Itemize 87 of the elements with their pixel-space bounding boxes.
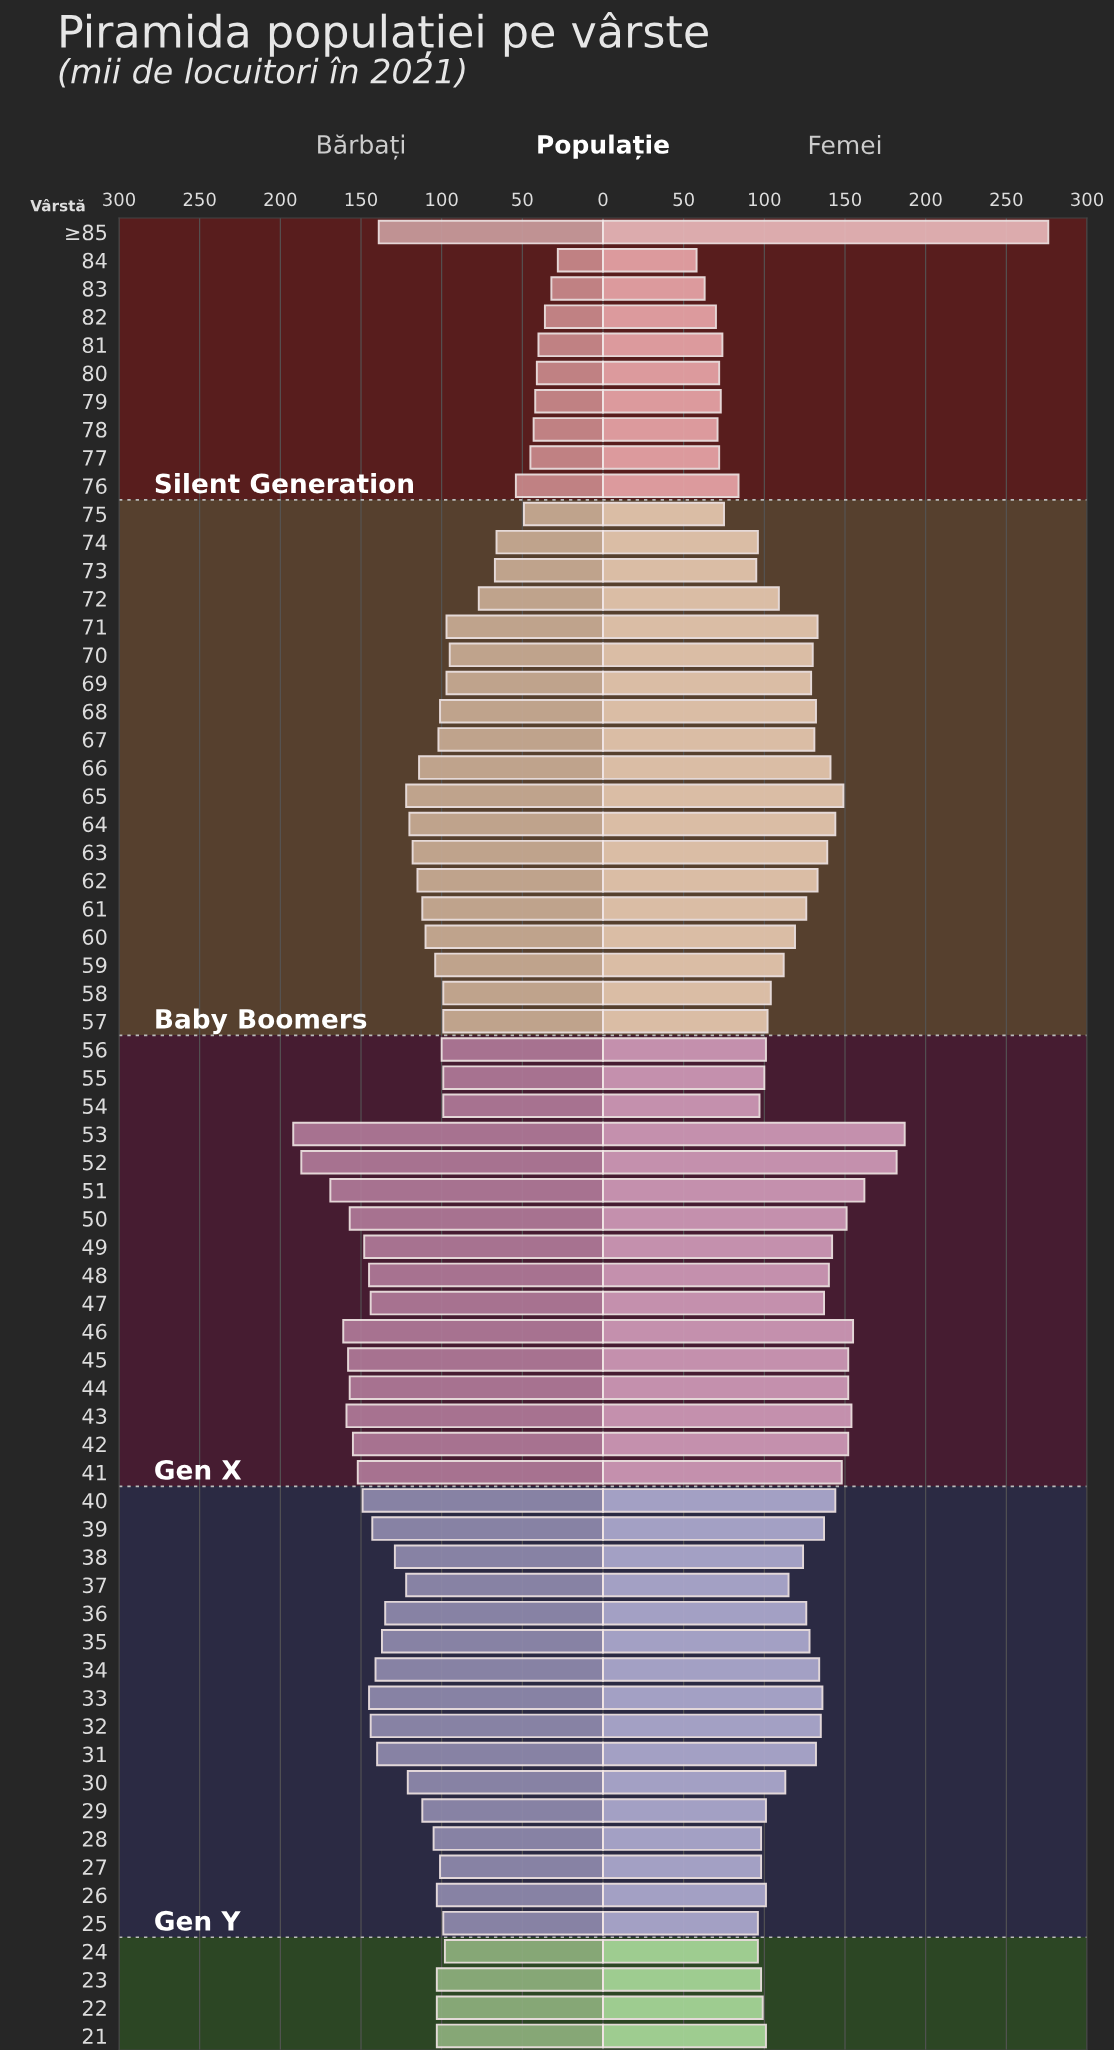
y-tick-label: 47 xyxy=(82,1295,107,1312)
y-tick-label: 35 xyxy=(82,1633,107,1650)
y-tick-label: 77 xyxy=(83,450,107,466)
y-tick-label: 75 xyxy=(83,506,107,523)
x-tick-label: 200 xyxy=(264,192,297,207)
band-label: Silent Generation xyxy=(155,472,414,494)
x-tick-label: 200 xyxy=(909,192,942,207)
y-tick-label: 45 xyxy=(82,1352,107,1368)
y-tick-label: ≥85 xyxy=(66,224,107,241)
y-tick-label: 29 xyxy=(82,1802,107,1819)
y-tick-label: 36 xyxy=(82,1605,107,1622)
y-tick-label: 22 xyxy=(82,2000,106,2016)
y-tick-label: 50 xyxy=(82,1211,107,1227)
y-tick-label: 82 xyxy=(82,309,106,325)
y-tick-label: 26 xyxy=(82,1887,107,1904)
y-tick-label: 28 xyxy=(82,1831,107,1847)
x-tick-label: 300 xyxy=(103,192,136,207)
y-tick-label: 37 xyxy=(82,1577,107,1594)
y-tick-label: 61 xyxy=(82,900,106,917)
y-tick-label: 68 xyxy=(82,703,107,720)
y-tick-label: 84 xyxy=(82,252,107,269)
y-tick-label: 32 xyxy=(82,1718,106,1735)
y-tick-label: 62 xyxy=(82,872,106,889)
y-tick-label: 80 xyxy=(82,365,107,382)
y-tick-label: 44 xyxy=(82,1380,107,1396)
y-tick-label: 41 xyxy=(82,1464,106,1481)
x-tick-label: 150 xyxy=(345,192,378,207)
x-tick-label: 50 xyxy=(512,192,533,207)
y-tick-label: 74 xyxy=(83,534,107,551)
y-tick-label: 69 xyxy=(82,675,107,692)
y-tick-label: 49 xyxy=(82,1239,107,1255)
y-tick-label: 78 xyxy=(83,421,107,438)
x-tick-label: 150 xyxy=(829,192,862,207)
y-tick-label: 60 xyxy=(82,929,107,945)
x-tick-label: 250 xyxy=(183,192,216,207)
y-tick-label: 65 xyxy=(82,788,107,804)
x-tick-label: 0 xyxy=(598,192,608,207)
y-tick-label: 81 xyxy=(82,337,106,354)
text: Femei xyxy=(809,134,881,155)
y-tick-label: 24 xyxy=(82,1943,107,1960)
y-tick-label: 52 xyxy=(82,1154,106,1171)
y-tick-label: 31 xyxy=(82,1746,106,1763)
y-axis-title: Vârstă xyxy=(30,199,85,212)
x-tick-label: 100 xyxy=(749,192,781,207)
y-tick-label: 21 xyxy=(82,2028,106,2044)
y-tick-label: 38 xyxy=(82,1549,107,1565)
y-tick-label: 57 xyxy=(82,1013,107,1030)
y-tick-label: 34 xyxy=(82,1661,107,1678)
y-tick-label: 54 xyxy=(82,1098,107,1115)
y-tick-label: 83 xyxy=(82,280,107,297)
x-tick-label: 50 xyxy=(673,192,694,207)
y-tick-label: 25 xyxy=(82,1915,107,1932)
y-tick-label: 66 xyxy=(82,760,107,776)
x-tick-label: 250 xyxy=(990,192,1023,207)
band-label: Baby Boomers xyxy=(156,1008,367,1035)
y-tick-label: 59 xyxy=(82,957,107,974)
y-tick-label: 40 xyxy=(82,1492,107,1509)
chart-title: Piramida populației pe vârste xyxy=(61,11,708,59)
y-tick-label: 53 xyxy=(82,1126,107,1143)
y-tick-label: 51 xyxy=(82,1183,106,1199)
y-tick-label: 64 xyxy=(82,816,107,833)
x-tick-label: 100 xyxy=(426,192,458,207)
y-tick-label: 42 xyxy=(82,1436,106,1452)
y-tick-label: 43 xyxy=(82,1408,107,1425)
y-tick-label: 70 xyxy=(83,647,107,664)
y-tick-label: 71 xyxy=(83,619,106,635)
text: Bărbați xyxy=(318,134,404,160)
y-tick-label: 56 xyxy=(82,1041,107,1058)
y-tick-label: 39 xyxy=(82,1521,107,1537)
x-axis-title: Populație xyxy=(538,134,669,160)
band-label: Gen X xyxy=(155,1459,242,1480)
band-label: Gen Y xyxy=(155,1910,241,1931)
y-tick-label: 79 xyxy=(83,393,107,410)
y-tick-label: 73 xyxy=(83,562,107,579)
y-tick-label: 55 xyxy=(82,1070,107,1086)
x-tick-label: 300 xyxy=(1071,192,1104,207)
y-tick-label: 58 xyxy=(82,985,107,1002)
y-tick-label: 46 xyxy=(82,1323,107,1340)
y-tick-label: 72 xyxy=(83,590,106,607)
y-tick-label: 30 xyxy=(82,1774,107,1791)
y-tick-label: 63 xyxy=(82,844,107,861)
y-tick-label: 48 xyxy=(82,1267,107,1284)
y-tick-label: 23 xyxy=(82,1971,107,1988)
y-tick-label: 67 xyxy=(82,731,107,748)
y-tick-label: 33 xyxy=(82,1690,107,1706)
y-tick-label: 27 xyxy=(82,1859,107,1875)
y-tick-label: 76 xyxy=(83,478,107,494)
